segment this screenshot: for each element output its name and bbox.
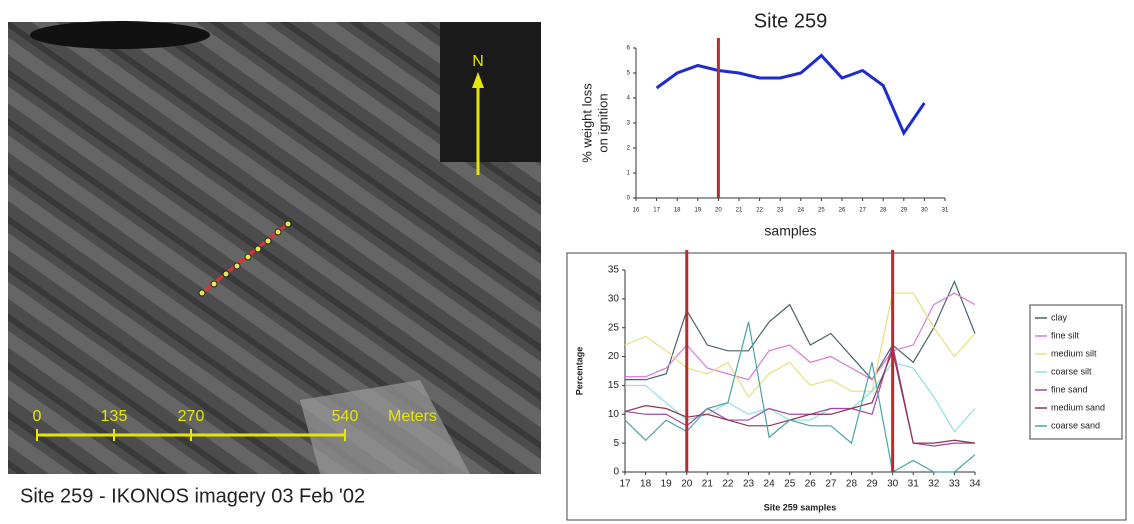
x-tick-label: 20 [681, 479, 693, 490]
scale-unit: Meters [388, 408, 437, 425]
dark-field [30, 21, 210, 49]
scale-label: 135 [101, 408, 128, 425]
image-caption: Site 259 - IKONOS imagery 03 Feb '02 [20, 485, 365, 507]
x-tick-label: 31 [942, 208, 949, 214]
y-tick-label: 6 [627, 46, 631, 52]
legend-label: clay [1051, 312, 1068, 322]
x-tick-label: 27 [825, 479, 837, 490]
x-tick-label: 31 [908, 479, 920, 490]
x-tick-label: 26 [805, 479, 817, 490]
x-tick-label: 17 [653, 208, 660, 214]
y-tick-label: 1 [627, 171, 631, 177]
series-line [625, 279, 976, 381]
y-tick-label: 15 [608, 380, 620, 391]
legend-label: fine sand [1051, 384, 1088, 394]
series-line [624, 321, 976, 473]
scale-labels: 0 135 270 540 [33, 408, 359, 441]
series-line [624, 292, 976, 398]
x-tick-label: 18 [674, 208, 681, 214]
x-tick-label: 27 [859, 208, 866, 214]
x-tick-label: 28 [846, 479, 858, 490]
sample-points [198, 220, 292, 297]
x-tick-label: 24 [764, 479, 776, 490]
series-line [655, 53, 926, 137]
x-tick-label: 30 [887, 479, 899, 490]
x-tick-label: 21 [736, 208, 743, 214]
legend-label: medium sand [1051, 402, 1105, 412]
x-tick-label: 29 [866, 479, 878, 490]
y-tick-label: 4 [627, 96, 631, 102]
chart-frame [566, 252, 1127, 521]
x-tick-label: 32 [928, 479, 940, 490]
legend-label: medium silt [1051, 348, 1097, 358]
x-tick-label: 25 [784, 479, 796, 490]
x-tick-label: 19 [661, 479, 673, 490]
village [300, 380, 470, 474]
x-tick-label: 23 [777, 208, 784, 214]
x-tick-label: 20 [715, 208, 722, 214]
y-tick-label: 10 [608, 409, 620, 420]
series-line [625, 292, 976, 381]
x-tick-label: 30 [921, 208, 928, 214]
chart: 0 5 10 15 20 25 30 35 17 18 19 20 21 22 23 24 25 26 27 28 29… [574, 250, 1123, 512]
x-axis-label: Site 259 samples [764, 502, 837, 512]
x-tick-label: 22 [722, 479, 734, 490]
x-tick-label: 22 [756, 208, 763, 214]
x-tick-label: 21 [702, 479, 714, 490]
north-label: N [472, 53, 484, 70]
x-axis-label: samples [764, 223, 816, 239]
x-tick-label: 19 [694, 208, 701, 214]
y-tick-label: 25 [608, 322, 620, 333]
y-tick-label: 0 [627, 196, 631, 202]
y-tick-label: 3 [627, 121, 631, 127]
y-axis-label: Percentage [574, 347, 584, 396]
satellite-image: N 0 135 270 540 Meters [8, 21, 541, 474]
y-tick-label: 5 [627, 71, 631, 77]
scale-label: 270 [178, 408, 205, 425]
x-tick-label: 25 [818, 208, 825, 214]
x-tick-label: 24 [797, 208, 804, 214]
dark-field [440, 22, 541, 162]
x-tick-label: 16 [633, 208, 640, 214]
x-tick-label: 17 [619, 479, 631, 490]
y-tick-label: 5 [613, 438, 619, 449]
legend-label: fine silt [1051, 330, 1080, 340]
chart-title: Site 259 [754, 10, 827, 32]
north-arrow-head [472, 72, 484, 88]
x-tick-label: 33 [949, 479, 961, 490]
y-tick-label: 30 [608, 293, 620, 304]
x-tick-label: 34 [969, 479, 981, 490]
x-tick-label: 29 [900, 208, 907, 214]
scale-label: 540 [332, 408, 359, 425]
series-line [625, 361, 976, 433]
series-line [624, 348, 976, 444]
legend-label: coarse sand [1051, 420, 1100, 430]
x-tick-label: 26 [839, 208, 846, 214]
y-tick-label: 0 [613, 467, 619, 478]
x-tick-label: 28 [880, 208, 887, 214]
y-axis-label: on ignition [595, 93, 610, 152]
legend-label: coarse silt [1051, 366, 1092, 376]
y-tick-label: 2 [627, 146, 631, 152]
y-tick-label: 35 [608, 265, 620, 276]
scale-label: 0 [33, 408, 42, 425]
x-tick-label: 18 [640, 479, 652, 490]
x-tick-label: 23 [743, 479, 755, 490]
y-tick-label: 20 [608, 351, 620, 362]
y-axis-label: % weight loss [579, 83, 594, 163]
